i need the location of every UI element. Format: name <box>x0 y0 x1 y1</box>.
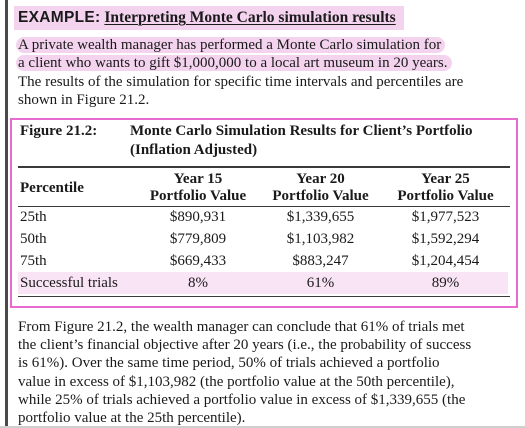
cell-year-20: $883,247 <box>292 253 349 269</box>
header-percentile: Percentile <box>20 179 84 196</box>
header-year-25-line-2: Portfolio Value <box>397 188 494 204</box>
cell-year-15: 8% <box>138 272 258 294</box>
table-top-rule <box>18 166 510 168</box>
intro-line-3: The results of the simulation for specif… <box>18 73 464 90</box>
intro-line-1: A private wealth manager has performed a… <box>16 37 446 53</box>
cell-percentile: Successful trials <box>18 272 138 294</box>
table-bottom-rule <box>18 296 510 297</box>
figure-title: Figure 21.2: Monte Carlo Simulation Resul… <box>20 122 472 160</box>
figure-title-line-1: Monte Carlo Simulation Results for Clien… <box>130 123 473 139</box>
conclusion-line-4: value in excess of $1,103,982 (the portf… <box>18 373 455 390</box>
conclusion-line-3: is 61%). Over the same time period, 50% … <box>18 355 440 372</box>
header-year-20-line-1: Year 20 <box>296 171 345 187</box>
intro-paragraph: A private wealth manager has performed a… <box>14 36 514 110</box>
figure-21-2: Figure 21.2: Monte Carlo Simulation Resul… <box>10 118 518 308</box>
example-title: Interpreting Monte Carlo simulation resu… <box>104 9 396 26</box>
table-header-rule <box>18 206 510 207</box>
table-row: 50th $779,809 $1,103,982 $1,592,294 <box>18 228 508 250</box>
conclusion-paragraph: From Figure 21.2, the wealth manager can… <box>14 318 514 427</box>
cell-year-15: $890,931 <box>169 209 227 225</box>
header-year-20-line-2: Portfolio Value <box>272 188 369 204</box>
conclusion-line-5: while 25% of trials achieved a portfolio… <box>18 391 466 408</box>
cell-percentile: 25th <box>20 209 47 225</box>
conclusion-line-1: From Figure 21.2, the wealth manager can… <box>18 319 465 335</box>
left-margin-rule <box>5 0 8 428</box>
cell-year-25: $1,977,523 <box>411 209 480 225</box>
bottom-edge-rule <box>0 426 525 428</box>
cell-year-20: $1,103,982 <box>286 231 355 247</box>
conclusion-line-6: portfolio value at the 25th percentile). <box>18 410 246 427</box>
figure-number: Figure 21.2: <box>20 123 98 139</box>
cell-year-25: $1,204,454 <box>411 253 480 269</box>
cell-year-20: 61% <box>258 272 383 294</box>
figure-title-line-2: (Inflation Adjusted) <box>130 142 258 158</box>
header-year-25: Year 25 Portfolio Value <box>383 170 508 206</box>
simulation-results-table: Percentile Year 15 Portfolio Value Year … <box>18 170 508 294</box>
table-row: 25th $890,931 $1,339,655 $1,977,523 <box>18 206 508 228</box>
example-heading: EXAMPLE: Interpreting Monte Carlo simula… <box>14 6 404 30</box>
header-year-15-line-1: Year 15 <box>173 171 223 187</box>
table-row: 75th $669,433 $883,247 $1,204,454 <box>18 250 508 272</box>
intro-line-4: shown in Figure 21.2. <box>18 92 150 109</box>
cell-year-25: 89% <box>383 272 508 294</box>
cell-percentile: 50th <box>20 231 47 247</box>
cell-year-15: $669,433 <box>169 253 227 269</box>
table-row-successful-trials: Successful trials 8% 61% 89% <box>18 272 508 294</box>
cell-year-20: $1,339,655 <box>286 209 355 225</box>
header-year-15-line-2: Portfolio Value <box>149 188 247 204</box>
example-label: EXAMPLE: <box>18 9 101 26</box>
header-year-15: Year 15 Portfolio Value <box>138 170 258 206</box>
cell-percentile: 75th <box>20 253 47 269</box>
conclusion-line-2: the client’s financial objective after 2… <box>18 337 472 354</box>
cell-year-25: $1,592,294 <box>411 231 480 247</box>
table-header-row: Percentile Year 15 Portfolio Value Year … <box>18 170 508 206</box>
header-year-20: Year 20 Portfolio Value <box>258 170 383 206</box>
cell-year-15: $779,809 <box>169 231 227 247</box>
intro-line-2: a client who wants to gift $1,000,000 to… <box>16 55 452 72</box>
header-year-25-line-1: Year 25 <box>421 171 470 187</box>
